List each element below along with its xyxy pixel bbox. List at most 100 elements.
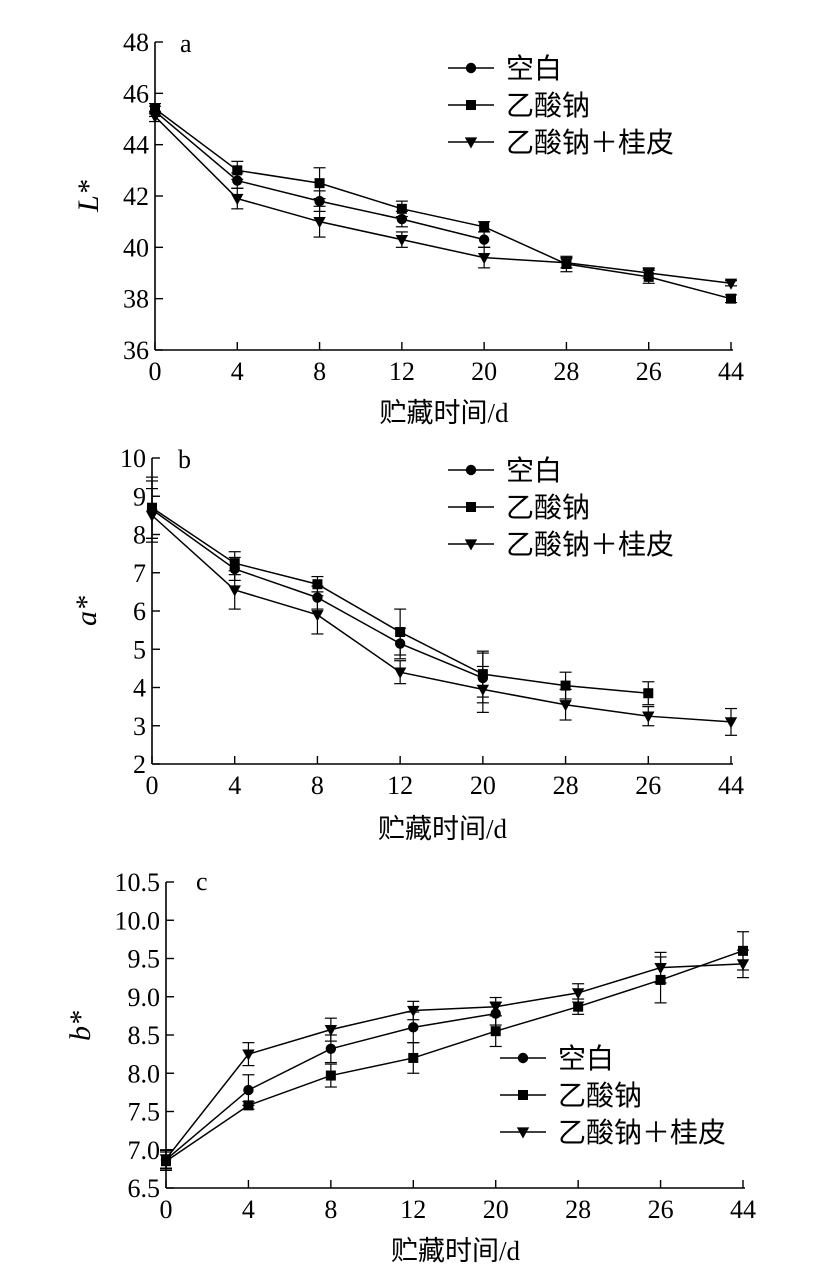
y-tick-label: 5 xyxy=(133,635,146,664)
data-point xyxy=(642,268,655,280)
y-tick-label: 40 xyxy=(123,233,149,262)
y-tick-label: 8 xyxy=(133,521,146,550)
y-tick-label: 9 xyxy=(133,482,146,511)
data-point xyxy=(408,1022,419,1033)
legend-label: 乙酸钠 xyxy=(558,1080,642,1112)
y-tick-label: 44 xyxy=(123,131,149,160)
x-tick-label: 8 xyxy=(311,771,324,800)
x-tick-label: 8 xyxy=(313,357,326,386)
data-point xyxy=(560,680,571,691)
data-point xyxy=(643,688,654,699)
legend-marker xyxy=(465,62,477,74)
x-axis-label: 贮藏时间/d xyxy=(378,814,508,844)
x-tick-label: 4 xyxy=(228,771,241,800)
data-point xyxy=(490,1026,501,1037)
x-tick-label: 28 xyxy=(565,1195,591,1224)
y-tick-label: 36 xyxy=(123,336,149,365)
x-tick-label: 44 xyxy=(730,1195,756,1224)
data-point xyxy=(571,988,585,1000)
y-tick-label: 48 xyxy=(123,28,149,57)
x-tick-label: 0 xyxy=(149,357,162,386)
series-line xyxy=(165,963,744,1160)
data-point xyxy=(654,963,667,975)
data-point xyxy=(228,585,241,597)
panel-c: 6.5 7.0 7.5 8.0 8.5 9.0 9.5 10.0 10.5 0 4 8 12 20 28 26… xyxy=(64,867,756,1266)
data-point xyxy=(477,252,491,265)
series-3 xyxy=(145,488,738,736)
y-tick-label: 10 xyxy=(120,444,146,473)
data-point xyxy=(479,221,490,232)
data-point xyxy=(396,203,407,214)
data-point xyxy=(232,175,243,186)
data-point xyxy=(312,579,323,590)
legend-marker xyxy=(518,1090,528,1100)
x-tick-label: 26 xyxy=(636,357,662,386)
x-tick-label: 28 xyxy=(553,771,579,800)
y-tick-label: 7.0 xyxy=(128,1136,161,1165)
y-tick-label: 3 xyxy=(133,712,146,741)
y-tick-label: 46 xyxy=(123,79,149,108)
data-point xyxy=(311,610,324,622)
series-3 xyxy=(159,949,750,1169)
data-point xyxy=(243,1100,254,1111)
x-tick-label: 4 xyxy=(242,1195,255,1224)
data-point xyxy=(642,711,655,723)
x-tick-label: 0 xyxy=(160,1195,173,1224)
y-tick-label: 42 xyxy=(123,182,149,211)
legend-label: 空白 xyxy=(506,455,562,487)
data-point xyxy=(243,1084,254,1096)
data-point xyxy=(478,234,490,245)
legend-marker xyxy=(464,137,478,149)
x-axis-label: 贮藏时间/d xyxy=(391,1236,521,1266)
legend-label: 乙酸钠 xyxy=(506,90,590,122)
x-tick-label: 0 xyxy=(146,771,159,800)
x-tick-label: 20 xyxy=(471,357,497,386)
x-tick-label: 44 xyxy=(718,771,744,800)
data-point xyxy=(395,627,406,638)
y-tick-label: 7 xyxy=(133,559,146,588)
legend-label: 乙酸钠＋桂皮 xyxy=(558,1117,726,1149)
panel-label: b xyxy=(178,445,191,474)
y-tick-label: 10.5 xyxy=(115,868,161,897)
data-point xyxy=(232,165,243,176)
data-point xyxy=(724,278,738,290)
y-tick-label: 4 xyxy=(133,674,146,703)
legend-marker xyxy=(465,464,477,476)
x-tick-label: 44 xyxy=(718,357,744,386)
panel-label: c xyxy=(196,867,208,896)
legend-label: 乙酸钠＋桂皮 xyxy=(506,127,674,159)
x-tick-label: 28 xyxy=(553,357,579,386)
y-tick-label: 7.5 xyxy=(128,1098,161,1127)
data-point xyxy=(407,1005,420,1018)
data-point xyxy=(150,103,160,114)
data-point xyxy=(559,700,572,712)
data-point xyxy=(148,111,162,123)
data-point xyxy=(726,293,736,304)
data-point xyxy=(324,1024,338,1037)
data-point xyxy=(325,1070,336,1081)
series-line xyxy=(165,950,744,1162)
data-point xyxy=(242,1049,255,1061)
data-point xyxy=(573,1001,584,1012)
data-point xyxy=(724,717,738,729)
data-point xyxy=(229,558,240,569)
data-point xyxy=(395,234,409,247)
legend-marker xyxy=(466,100,476,110)
panel-b: 2 3 4 5 6 7 8 9 10 0 4 8 12 20 28 26 44 贮藏时间/d a* b 空白乙酸钠乙酸钠… xyxy=(70,444,744,844)
y-axis-label: L* xyxy=(72,180,105,213)
y-tick-label: 8.0 xyxy=(128,1059,161,1088)
legend-marker xyxy=(517,1052,529,1064)
panel-label: a xyxy=(180,29,192,58)
x-tick-label: 4 xyxy=(231,357,244,386)
series-3 xyxy=(148,110,738,290)
data-point xyxy=(736,959,750,971)
series-line xyxy=(154,108,732,300)
x-tick-label: 12 xyxy=(400,1195,426,1224)
x-tick-label: 26 xyxy=(635,771,661,800)
y-tick-label: 6.5 xyxy=(128,1174,161,1203)
x-tick-label: 20 xyxy=(483,1195,509,1224)
y-tick-label: 9.5 xyxy=(128,945,161,974)
